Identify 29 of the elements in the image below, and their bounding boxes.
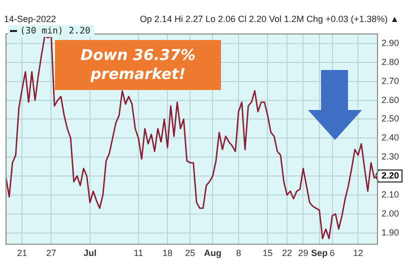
y-tick-label: 2.20	[381, 170, 400, 181]
x-tick-label: 15	[262, 248, 273, 258]
x-tick-label: 27	[46, 248, 56, 258]
x-tick-label: 25	[185, 248, 196, 258]
y-tick-label: 2.60	[381, 94, 400, 105]
y-tick-label: 2.50	[381, 114, 400, 124]
chart-title: 14-Sep-2022	[4, 14, 56, 24]
callout-box: Down 36.37% premarket!	[55, 40, 221, 90]
x-tick-label: 6	[330, 248, 335, 258]
x-tick-label: 29	[298, 248, 308, 258]
y-tick-label: 2.90	[381, 38, 400, 48]
x-tick-label: Aug	[204, 248, 222, 258]
y-tick-label: 2.80	[381, 56, 400, 67]
x-tick-label: 22	[282, 248, 292, 258]
series-label: (30 min) 2.20	[20, 26, 90, 36]
y-tick-label: 2.70	[381, 76, 400, 86]
chart-subtitle: Op 2.14 Hi 2.27 Lo 2.06 Cl 2.20 Vol 1.2M Chg +0.03 (+1.38%) ▲	[140, 14, 399, 24]
y-tick-label: 2.10	[381, 189, 400, 200]
x-tick-label: Sep	[311, 248, 328, 258]
x-tick-label: 18	[162, 248, 173, 258]
x-tick-label: 21	[17, 248, 28, 258]
y-tick-label: 2.40	[381, 132, 400, 143]
x-tick-label: Jul	[83, 248, 96, 258]
y-tick-label: 2.00	[381, 208, 400, 218]
y-tick-label: 1.90	[381, 227, 400, 238]
x-tick-label: 8	[236, 248, 242, 258]
x-tick-label: 12	[353, 248, 364, 258]
y-tick-label: 2.30	[381, 152, 400, 162]
x-tick-label: 11	[134, 248, 144, 258]
